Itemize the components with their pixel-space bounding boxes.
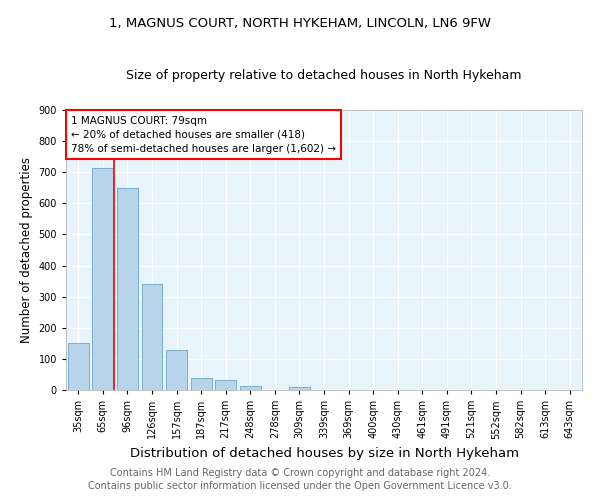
Y-axis label: Number of detached properties: Number of detached properties [20, 157, 33, 343]
Bar [68, 344, 89, 390]
Bar [215, 380, 236, 390]
Bar [240, 386, 261, 390]
Text: Contains public sector information licensed under the Open Government Licence v3: Contains public sector information licen… [88, 481, 512, 491]
Bar [289, 387, 310, 390]
Bar [166, 350, 187, 390]
Text: 1, MAGNUS COURT, NORTH HYKEHAM, LINCOLN, LN6 9FW: 1, MAGNUS COURT, NORTH HYKEHAM, LINCOLN,… [109, 18, 491, 30]
Bar [92, 168, 113, 390]
Title: Size of property relative to detached houses in North Hykeham: Size of property relative to detached ho… [126, 70, 522, 82]
Bar [117, 188, 138, 390]
Text: 1 MAGNUS COURT: 79sqm
← 20% of detached houses are smaller (418)
78% of semi-det: 1 MAGNUS COURT: 79sqm ← 20% of detached … [71, 116, 336, 154]
X-axis label: Distribution of detached houses by size in North Hykeham: Distribution of detached houses by size … [130, 447, 518, 460]
Bar [191, 378, 212, 390]
Bar [142, 284, 163, 390]
Text: Contains HM Land Registry data © Crown copyright and database right 2024.: Contains HM Land Registry data © Crown c… [110, 468, 490, 477]
